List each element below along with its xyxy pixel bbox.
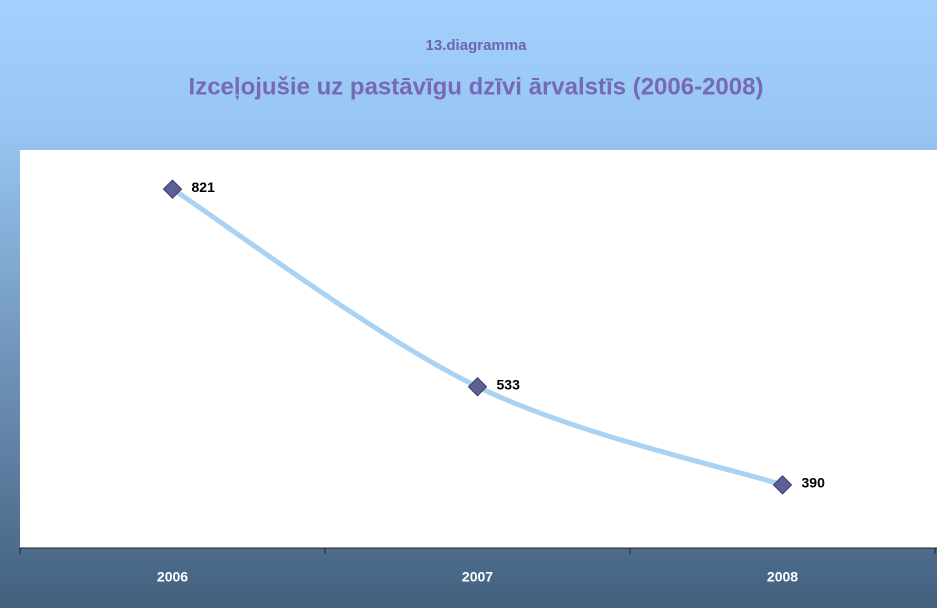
chart-subtitle: 13.diagramma: [426, 37, 528, 54]
data-label: 821: [192, 179, 216, 195]
x-tick-label: 2006: [157, 569, 188, 585]
chart-title: Izceļojušie uz pastāvīgu dzīvi ārvalstīs…: [189, 73, 764, 100]
x-tick-label: 2008: [767, 569, 798, 585]
marker: [162, 179, 183, 199]
data-label: 533: [497, 376, 521, 392]
marker: [467, 377, 488, 397]
x-tick-label: 2007: [462, 569, 493, 585]
marker: [772, 475, 793, 495]
data-label: 390: [802, 475, 826, 491]
plot-area: [20, 150, 937, 548]
